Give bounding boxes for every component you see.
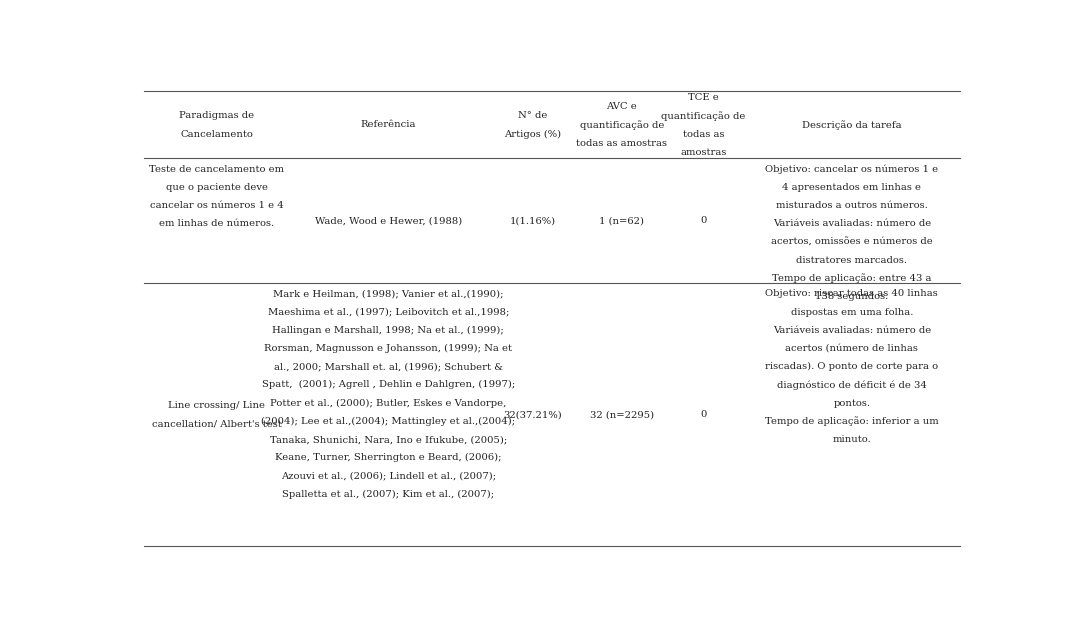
Text: 0: 0	[700, 410, 707, 419]
Text: 32 (n=2295): 32 (n=2295)	[590, 410, 654, 419]
Text: acertos, omissões e números de: acertos, omissões e números de	[771, 238, 933, 247]
Text: Tempo de aplicação: entre 43 a: Tempo de aplicação: entre 43 a	[772, 274, 932, 284]
Text: 0: 0	[700, 216, 707, 225]
Text: cancellation/ Albert's test: cancellation/ Albert's test	[152, 419, 282, 429]
Text: dispostas em uma folha.: dispostas em uma folha.	[790, 308, 914, 317]
Text: 4 apresentados em linhas e: 4 apresentados em linhas e	[782, 183, 921, 192]
Text: todas as: todas as	[683, 129, 724, 139]
Text: Cancelamento: Cancelamento	[180, 129, 254, 139]
Text: Paradigmas de: Paradigmas de	[179, 111, 255, 120]
Text: Tempo de aplicação: inferior a um: Tempo de aplicação: inferior a um	[765, 416, 938, 426]
Text: Referência: Referência	[361, 121, 416, 129]
Text: Potter et al., (2000); Butler, Eskes e Vandorpe,: Potter et al., (2000); Butler, Eskes e V…	[270, 399, 507, 407]
Text: Spalletta et al., (2007); Kim et al., (2007);: Spalletta et al., (2007); Kim et al., (2…	[283, 490, 495, 499]
Text: riscadas). O ponto de corte para o: riscadas). O ponto de corte para o	[766, 362, 938, 371]
Text: Mark e Heilman, (1998); Vanier et al.,(1990);: Mark e Heilman, (1998); Vanier et al.,(1…	[273, 289, 503, 299]
Text: amostras: amostras	[680, 148, 727, 157]
Text: acertos (número de linhas: acertos (número de linhas	[785, 344, 918, 353]
Text: 1(1.16%): 1(1.16%)	[510, 216, 556, 225]
Text: Variáveis avaliadas: número de: Variáveis avaliadas: número de	[772, 326, 931, 335]
Text: AVC e: AVC e	[606, 102, 637, 111]
Text: quantificação de: quantificação de	[662, 111, 745, 121]
Text: Objetivo: riscar todas as 40 linhas: Objetivo: riscar todas as 40 linhas	[766, 289, 938, 299]
Text: cancelar os números 1 e 4: cancelar os números 1 e 4	[150, 202, 284, 210]
Text: pontos.: pontos.	[833, 399, 871, 407]
Text: Keane, Turner, Sherrington e Beard, (2006);: Keane, Turner, Sherrington e Beard, (200…	[275, 453, 501, 462]
Text: Teste de cancelamento em: Teste de cancelamento em	[149, 165, 285, 174]
Text: 138 segundos.: 138 segundos.	[815, 292, 889, 301]
Text: Artigos (%): Artigos (%)	[504, 129, 561, 139]
Text: em linhas de números.: em linhas de números.	[160, 220, 274, 228]
Text: Descrição da tarefa: Descrição da tarefa	[802, 120, 902, 130]
Text: distratores marcados.: distratores marcados.	[797, 256, 907, 265]
Text: quantificação de: quantificação de	[579, 120, 664, 130]
Text: Line crossing/ Line: Line crossing/ Line	[168, 401, 266, 410]
Text: Objetivo: cancelar os números 1 e: Objetivo: cancelar os números 1 e	[766, 165, 938, 174]
Text: N° de: N° de	[518, 111, 547, 120]
Text: Spatt,  (2001); Agrell , Dehlin e Dahlgren, (1997);: Spatt, (2001); Agrell , Dehlin e Dahlgre…	[261, 380, 515, 389]
Text: TCE e: TCE e	[689, 93, 719, 102]
Text: Variáveis avaliadas: número de: Variáveis avaliadas: número de	[772, 220, 931, 228]
Text: al., 2000; Marshall et. al, (1996); Schubert &: al., 2000; Marshall et. al, (1996); Schu…	[274, 362, 502, 371]
Text: Rorsman, Magnusson e Johansson, (1999); Na et: Rorsman, Magnusson e Johansson, (1999); …	[265, 344, 512, 353]
Text: 32(37.21%): 32(37.21%)	[503, 410, 562, 419]
Text: minuto.: minuto.	[832, 435, 871, 444]
Text: Hallingan e Marshall, 1998; Na et al., (1999);: Hallingan e Marshall, 1998; Na et al., (…	[272, 326, 504, 335]
Text: diagnóstico de déficit é de 34: diagnóstico de déficit é de 34	[776, 380, 926, 389]
Text: (2004); Lee et al.,(2004); Mattingley et al.,(2004);: (2004); Lee et al.,(2004); Mattingley et…	[261, 417, 515, 426]
Text: Tanaka, Shunichi, Nara, Ino e Ifukube, (2005);: Tanaka, Shunichi, Nara, Ino e Ifukube, (…	[270, 435, 507, 444]
Text: todas as amostras: todas as amostras	[576, 139, 667, 147]
Text: 1 (n=62): 1 (n=62)	[600, 216, 645, 225]
Text: que o paciente deve: que o paciente deve	[166, 183, 268, 192]
Text: Maeshima et al., (1997); Leibovitch et al.,1998;: Maeshima et al., (1997); Leibovitch et a…	[268, 308, 509, 317]
Text: Azouvi et al., (2006); Lindell et al., (2007);: Azouvi et al., (2006); Lindell et al., (…	[281, 471, 496, 480]
Text: misturados a outros números.: misturados a outros números.	[776, 202, 927, 210]
Text: Wade, Wood e Hewer, (1988): Wade, Wood e Hewer, (1988)	[315, 216, 462, 225]
